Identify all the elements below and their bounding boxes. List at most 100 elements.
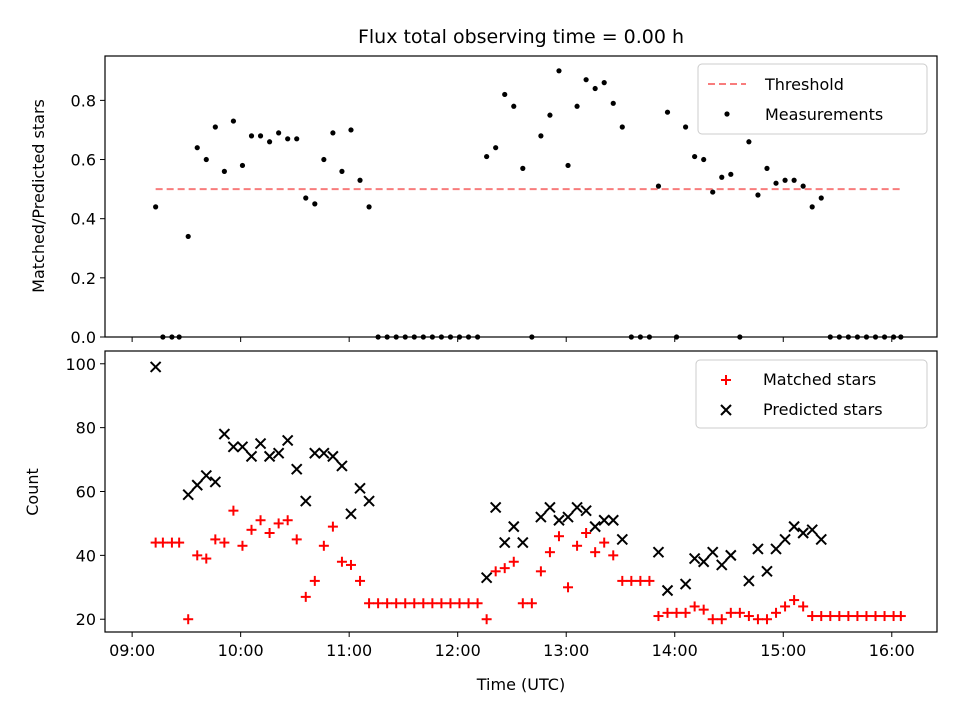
matched-star-point [653,611,664,622]
measurement-point [755,192,761,198]
x-tick-label: 10:00 [218,641,264,660]
predicted-star-point [679,578,692,590]
predicted-star-point [209,476,222,488]
top-panel-marks [153,68,904,340]
matched-star-point [825,611,836,622]
matched-star-point [553,531,564,542]
predicted-star-point [227,441,240,453]
measurement-point [339,168,345,174]
measurement-point [773,180,779,186]
predicted-star-point [535,511,547,523]
top-panel-y-axis-label: Matched/Predicted stars [29,99,48,293]
matched-star-point [780,601,791,612]
measurement-point [330,130,336,136]
matched-star-point [680,607,691,618]
bottom-panel-y-axis-label: Count [23,468,42,516]
matched-star-point [355,575,366,586]
matched-star-point [861,611,872,622]
matched-star-point [345,559,356,570]
matched-star-point [463,598,474,609]
matched-star-point [599,537,610,548]
matched-star-point [291,534,302,545]
predicted-star-point [580,504,592,517]
predicted-star-point [806,524,818,536]
y-tick-label: 0.2 [71,269,96,288]
measurement-point [692,153,698,160]
matched-star-point [895,611,906,622]
measurement-point [257,133,264,139]
x-tick-label: 13:00 [543,641,589,660]
matched-star-point [174,537,185,548]
matched-star-point [563,582,574,593]
matched-star-point [635,575,646,586]
matched-star-point [689,601,700,612]
matched-legend-marker [721,375,731,385]
measurement-point [619,124,625,130]
matched-star-point [499,563,510,574]
matched-star-point [490,566,501,577]
matched-star-point [282,515,293,526]
measurement-point [791,177,797,183]
predicted-star-point [480,572,493,584]
predicted-star-point [200,469,212,482]
matched-star-point [671,607,682,618]
predicted-star-point [263,450,276,463]
predicted-star-point [652,546,665,558]
predicted-star-point [562,511,574,523]
predicted-star-point [309,447,321,459]
matched-star-point [716,614,727,625]
top-legend-frame [697,63,928,135]
matched-star-point [336,556,347,567]
matched-star-point [617,575,628,586]
measurement-point [493,145,499,151]
y-tick-label: 0.4 [71,210,96,229]
predicted-star-point [291,463,303,475]
matched-star-point [427,598,438,609]
top-panel-legend: Threshold Measurements [697,63,928,135]
predicted-star-point [254,437,267,450]
matched-star-point [400,598,411,609]
predicted-star-point [589,520,601,533]
predicted-star-point [182,488,194,501]
matched-star-point [300,591,311,602]
matched-star-point [743,611,754,622]
y-tick-label: 60 [76,483,96,502]
measurement-point [348,127,354,133]
predicted-star-point [752,543,764,555]
bottom-panel-marks [149,361,906,625]
matched-star-point [373,598,384,609]
predicted-star-point [815,533,827,546]
x-tick-label: 09:00 [109,641,155,660]
matched-star-point [508,556,519,567]
measurement-point [502,91,508,98]
measurement-point [303,195,309,201]
matched-star-point [192,550,203,561]
measurement-point [583,77,589,83]
measurement-point [239,162,246,169]
matched-star-point [391,598,402,609]
predicted-star-point [571,501,583,514]
predicted-star-point [363,495,375,507]
matched-star-point [879,611,890,622]
measurement-point [194,145,200,151]
measurement-point [800,183,806,189]
matched-star-point [834,611,845,622]
x-tick-label: 16:00 [869,641,915,660]
measurement-point [248,133,255,139]
measurement-point [764,165,770,171]
matched-star-point [318,540,329,551]
bottom-panel-legend: Matched stars Predicted stars [695,359,928,429]
measurement-point [212,124,218,130]
predicted-star-point [281,434,294,447]
measurement-point [664,109,671,115]
predicted-star-point [725,549,737,562]
matched-star-point [436,598,447,609]
measurement-point [547,112,553,118]
matched-star-point [201,553,212,564]
x-tick-label: 11:00 [326,641,372,660]
measurement-point [230,118,237,124]
predicted-star-point [354,482,366,495]
predicted-star-point [272,447,285,459]
matched-star-point [581,528,592,539]
matched-star-point [445,598,456,609]
